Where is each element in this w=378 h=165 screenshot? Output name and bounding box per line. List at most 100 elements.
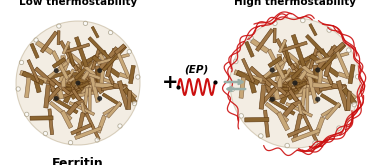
FancyArrow shape <box>91 48 101 70</box>
FancyArrow shape <box>265 102 289 122</box>
FancyArrow shape <box>99 47 119 69</box>
FancyArrow shape <box>280 71 298 104</box>
FancyArrow shape <box>283 56 307 81</box>
FancyArrow shape <box>309 46 319 69</box>
Circle shape <box>313 140 318 145</box>
Circle shape <box>337 126 341 130</box>
FancyArrow shape <box>129 65 135 84</box>
FancyArrow shape <box>34 67 56 87</box>
FancyArrow shape <box>324 47 335 77</box>
FancyArrow shape <box>55 72 84 91</box>
FancyArrow shape <box>63 77 93 91</box>
Text: Low thermostability: Low thermostability <box>19 0 137 7</box>
FancyArrow shape <box>92 55 121 78</box>
FancyArrow shape <box>336 80 349 111</box>
FancyArrow shape <box>273 28 276 43</box>
FancyArrow shape <box>52 57 66 68</box>
FancyArrow shape <box>266 87 289 92</box>
FancyArrow shape <box>277 112 290 131</box>
FancyArrow shape <box>283 42 291 66</box>
FancyArrow shape <box>88 70 99 85</box>
Circle shape <box>16 21 140 145</box>
FancyArrow shape <box>66 44 75 66</box>
FancyArrow shape <box>309 24 317 36</box>
Circle shape <box>108 30 113 35</box>
Circle shape <box>293 80 297 86</box>
FancyArrow shape <box>59 40 78 71</box>
FancyArrow shape <box>285 86 312 91</box>
Circle shape <box>54 68 59 73</box>
FancyArrow shape <box>76 112 85 138</box>
FancyArrow shape <box>102 45 127 71</box>
FancyArrow shape <box>73 78 86 90</box>
FancyArrow shape <box>76 76 82 99</box>
FancyArrow shape <box>77 83 90 97</box>
FancyArrow shape <box>287 52 316 78</box>
FancyArrow shape <box>65 76 93 87</box>
Circle shape <box>347 48 351 52</box>
FancyArrow shape <box>251 78 265 84</box>
FancyArrow shape <box>321 107 335 117</box>
FancyArrow shape <box>62 82 79 94</box>
Circle shape <box>259 134 263 138</box>
FancyArrow shape <box>279 82 296 94</box>
FancyArrow shape <box>245 41 254 57</box>
FancyArrow shape <box>302 114 318 143</box>
FancyArrow shape <box>279 74 307 88</box>
Circle shape <box>230 18 360 148</box>
FancyArrow shape <box>239 77 245 98</box>
FancyArrow shape <box>127 91 132 110</box>
FancyArrow shape <box>53 97 78 114</box>
FancyArrow shape <box>62 41 70 54</box>
FancyArrow shape <box>314 69 320 83</box>
FancyArrow shape <box>291 34 306 66</box>
FancyArrow shape <box>96 115 106 133</box>
FancyArrow shape <box>44 85 50 108</box>
FancyArrow shape <box>42 70 70 81</box>
FancyArrow shape <box>67 102 79 115</box>
FancyArrow shape <box>61 56 66 87</box>
FancyArrow shape <box>298 49 325 65</box>
Circle shape <box>25 112 29 116</box>
Circle shape <box>273 21 277 26</box>
FancyArrow shape <box>291 129 320 142</box>
FancyArrow shape <box>338 72 353 80</box>
FancyArrow shape <box>88 73 114 84</box>
FancyArrow shape <box>286 102 313 117</box>
FancyArrow shape <box>288 89 307 115</box>
FancyArrow shape <box>22 71 44 85</box>
FancyArrow shape <box>98 53 108 65</box>
FancyArrow shape <box>325 71 333 85</box>
FancyArrow shape <box>306 88 309 112</box>
FancyArrow shape <box>305 34 332 62</box>
FancyArrow shape <box>288 100 302 109</box>
FancyArrow shape <box>267 49 286 80</box>
Circle shape <box>352 102 356 107</box>
FancyArrow shape <box>88 37 113 63</box>
Circle shape <box>136 75 140 79</box>
FancyArrow shape <box>297 103 304 118</box>
FancyArrow shape <box>102 93 122 107</box>
FancyArrow shape <box>318 68 323 86</box>
Circle shape <box>327 28 332 32</box>
FancyArrow shape <box>285 76 316 96</box>
FancyArrow shape <box>275 54 288 82</box>
FancyArrow shape <box>81 50 107 66</box>
Circle shape <box>127 50 132 54</box>
FancyArrow shape <box>342 88 357 105</box>
FancyArrow shape <box>40 31 57 53</box>
FancyArrow shape <box>63 75 89 87</box>
Circle shape <box>19 60 24 65</box>
FancyArrow shape <box>77 91 95 97</box>
FancyArrow shape <box>119 72 133 81</box>
Circle shape <box>355 74 360 79</box>
FancyArrow shape <box>287 125 310 137</box>
Circle shape <box>16 87 20 91</box>
FancyArrow shape <box>85 71 104 94</box>
FancyArrow shape <box>290 77 304 91</box>
Circle shape <box>76 81 81 85</box>
FancyArrow shape <box>114 44 126 55</box>
Text: +: + <box>162 73 178 93</box>
FancyArrow shape <box>259 85 266 109</box>
FancyArrow shape <box>68 76 98 95</box>
